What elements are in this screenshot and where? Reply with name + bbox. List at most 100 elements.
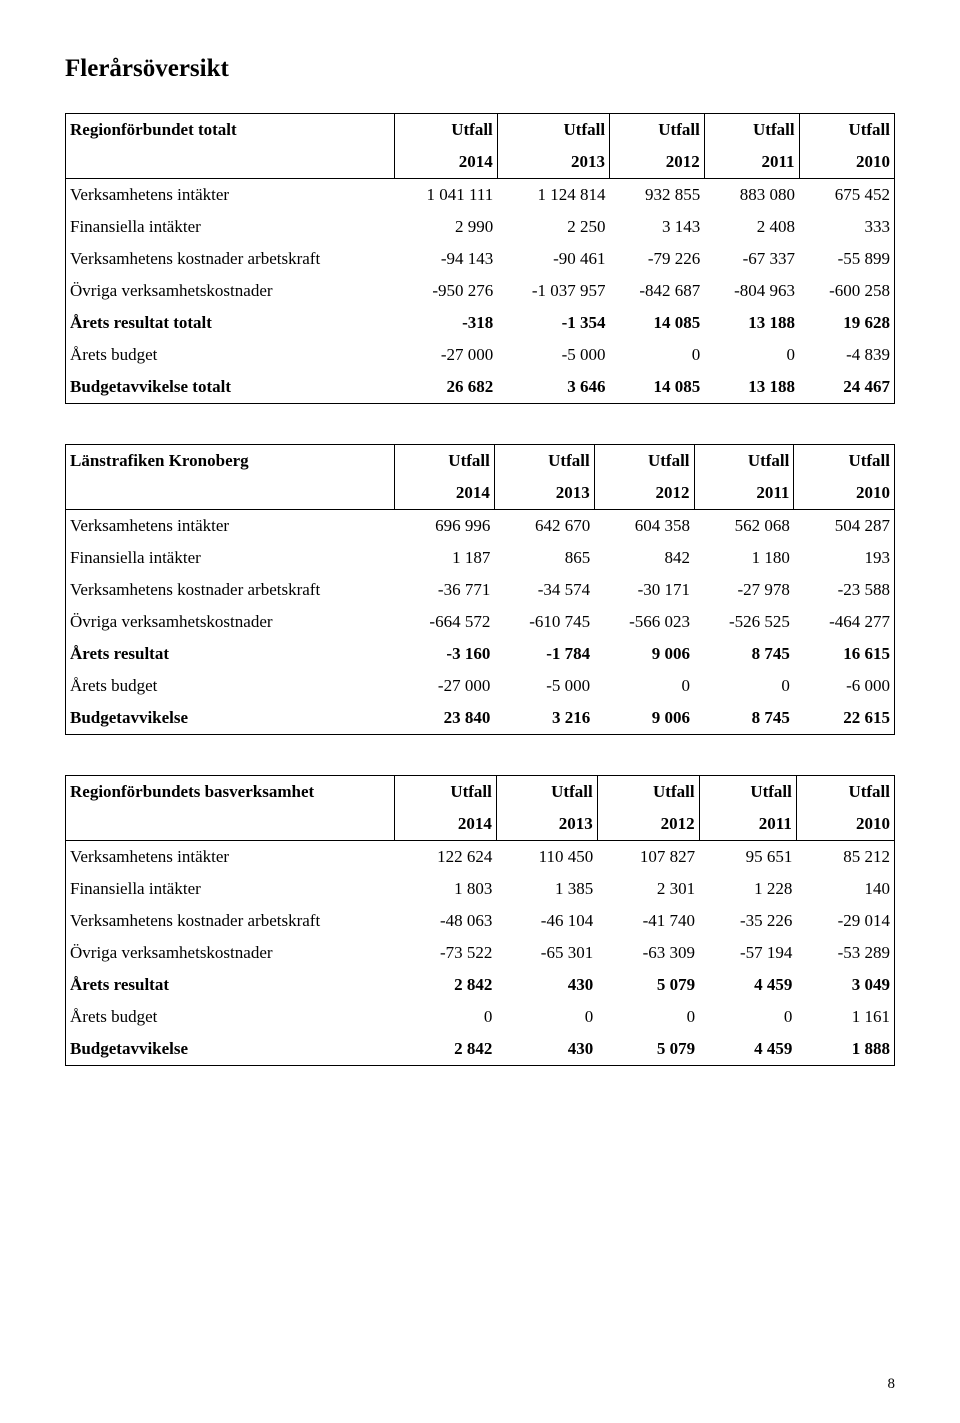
year-header: 2010 [794,477,895,510]
cell-value: 333 [799,211,894,243]
row-label: Övriga verksamhetskostnader [66,937,395,969]
table-row: Övriga verksamhetskostnader-950 276-1 03… [66,275,895,307]
cell-value: -63 309 [597,937,699,969]
cell-value: 1 385 [496,873,597,905]
cell-value: 24 467 [799,371,894,404]
cell-value: -6 000 [794,670,895,702]
cell-value: 1 180 [694,542,794,574]
cell-value: -664 572 [395,606,495,638]
year-header: 2012 [597,808,699,841]
table-row: Finansiella intäkter2 9902 2503 1432 408… [66,211,895,243]
column-header: Utfall [794,445,895,478]
cell-value: -566 023 [594,606,694,638]
financial-table: Regionförbundets basverksamhetUtfallUtfa… [65,775,895,1066]
cell-value: 23 840 [395,702,495,735]
cell-value: 562 068 [694,510,794,543]
table-row: Verksamhetens intäkter1 041 1111 124 814… [66,179,895,212]
row-label: Övriga verksamhetskostnader [66,606,395,638]
cell-value: -804 963 [704,275,799,307]
cell-value: -23 588 [794,574,895,606]
table-row: Verksamhetens kostnader arbetskraft-36 7… [66,574,895,606]
blank-header [66,146,395,179]
row-label: Verksamhetens kostnader arbetskraft [66,243,395,275]
table-row: Finansiella intäkter1 1878658421 180193 [66,542,895,574]
cell-value: 642 670 [494,510,594,543]
cell-value: 13 188 [704,371,799,404]
cell-value: -53 289 [796,937,894,969]
cell-value: 504 287 [794,510,895,543]
table-title: Länstrafiken Kronoberg [66,445,395,478]
column-header: Utfall [497,114,609,147]
cell-value: -65 301 [496,937,597,969]
cell-value: 0 [704,339,799,371]
cell-value: -94 143 [395,243,498,275]
row-label: Årets budget [66,339,395,371]
page-number: 8 [888,1376,896,1393]
cell-value: -5 000 [497,339,609,371]
cell-value: 9 006 [594,638,694,670]
row-label: Verksamhetens kostnader arbetskraft [66,574,395,606]
cell-value: 8 745 [694,702,794,735]
cell-value: -41 740 [597,905,699,937]
cell-value: -30 171 [594,574,694,606]
financial-table: Regionförbundet totaltUtfallUtfallUtfall… [65,113,895,404]
cell-value: 696 996 [395,510,495,543]
row-label: Verksamhetens intäkter [66,841,395,874]
cell-value: -27 000 [395,670,495,702]
cell-value: 19 628 [799,307,894,339]
column-header: Utfall [796,776,894,809]
column-header: Utfall [594,445,694,478]
cell-value: 2 408 [704,211,799,243]
tables-container: Regionförbundet totaltUtfallUtfallUtfall… [65,113,895,1066]
row-label: Verksamhetens intäkter [66,179,395,212]
cell-value: 122 624 [395,841,497,874]
column-header: Utfall [395,445,495,478]
cell-value: 842 [594,542,694,574]
column-header: Utfall [694,445,794,478]
year-header: 2014 [395,146,498,179]
column-header: Utfall [395,776,497,809]
cell-value: 95 651 [699,841,796,874]
column-header: Utfall [395,114,498,147]
cell-value: -67 337 [704,243,799,275]
cell-value: 883 080 [704,179,799,212]
cell-value: -27 978 [694,574,794,606]
cell-value: 85 212 [796,841,894,874]
cell-value: 675 452 [799,179,894,212]
row-label: Budgetavvikelse totalt [66,371,395,404]
cell-value: 140 [796,873,894,905]
cell-value: -3 160 [395,638,495,670]
cell-value: -35 226 [699,905,796,937]
cell-value: -318 [395,307,498,339]
row-label: Årets resultat totalt [66,307,395,339]
cell-value: 1 124 814 [497,179,609,212]
year-header: 2012 [610,146,705,179]
cell-value: 1 041 111 [395,179,498,212]
row-label: Finansiella intäkter [66,873,395,905]
cell-value: -27 000 [395,339,498,371]
cell-value: 9 006 [594,702,694,735]
cell-value: 932 855 [610,179,705,212]
cell-value: 2 990 [395,211,498,243]
cell-value: 0 [594,670,694,702]
year-header: 2014 [395,477,495,510]
table-title: Regionförbundet totalt [66,114,395,147]
blank-header [66,477,395,510]
column-header: Utfall [496,776,597,809]
cell-value: -950 276 [395,275,498,307]
column-header: Utfall [494,445,594,478]
cell-value: 22 615 [794,702,895,735]
column-header: Utfall [699,776,796,809]
cell-value: 5 079 [597,1033,699,1066]
cell-value: 14 085 [610,371,705,404]
cell-value: 604 358 [594,510,694,543]
row-label: Årets budget [66,670,395,702]
cell-value: -1 354 [497,307,609,339]
table-row: Verksamhetens intäkter696 996642 670604 … [66,510,895,543]
column-header: Utfall [799,114,894,147]
cell-value: -34 574 [494,574,594,606]
cell-value: 2 250 [497,211,609,243]
table-row: Årets resultat-3 160-1 7849 0068 74516 6… [66,638,895,670]
cell-value: -464 277 [794,606,895,638]
table-row: Budgetavvikelse totalt26 6823 64614 0851… [66,371,895,404]
